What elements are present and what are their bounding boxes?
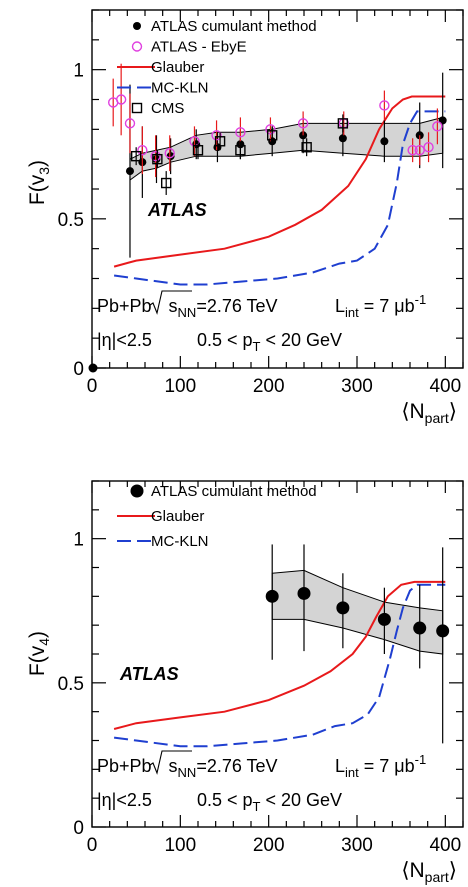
data-point-ebye xyxy=(407,145,418,156)
pt-cut-info: 0.5 < pT < 20 GeV xyxy=(197,330,342,354)
data-point-ebye xyxy=(432,121,443,132)
data-point-cms xyxy=(301,142,312,153)
experiment-label: ATLAS xyxy=(147,200,207,220)
legend-marker-filled-circle xyxy=(130,484,144,498)
legend: ATLAS cumulant method Glauber MC-KLN xyxy=(117,483,317,550)
x-tick-label: 300 xyxy=(341,376,373,397)
collision-info: Pb+Pb sNN=2.76 TeV xyxy=(97,296,278,320)
data-point-cms xyxy=(160,177,172,189)
glauber-curve xyxy=(113,580,446,730)
legend: ATLAS cumulant method ATLAS - EbyE Glauber… xyxy=(117,18,317,117)
legend-label: Glauber xyxy=(151,508,204,525)
data-point xyxy=(125,167,134,176)
data-point-ebye xyxy=(137,145,148,156)
data-point xyxy=(413,621,427,635)
y-axis-title: F(v4) xyxy=(26,631,52,676)
data-point-cms xyxy=(235,145,246,156)
data-point-ebye xyxy=(124,118,136,129)
x-tick-label: 400 xyxy=(429,835,461,856)
x-tick-label: 0 xyxy=(87,835,98,856)
x-axis-title: ⟨Npart⟩ xyxy=(401,400,457,426)
data-point-cms xyxy=(267,130,278,141)
legend-marker-open-circle xyxy=(131,41,143,52)
data-point xyxy=(436,624,450,638)
sqrt-sign xyxy=(149,290,192,315)
sqrt-sign xyxy=(149,750,192,775)
mc-kln-curve xyxy=(113,583,446,748)
x-axis-title: ⟨Npart⟩ xyxy=(401,859,457,885)
legend-marker-open-square xyxy=(131,102,143,114)
chart-panel-1: 0 100 200 300 400 0 0.5 1 ⟨Npart⟩ F(v3) ATLAS cumu… xyxy=(26,9,464,426)
chart-panel-2: 0 100 200 300 400 0 0.5 1 ⟨Npart⟩ F(v4) ATLAS cumu… xyxy=(26,480,464,885)
data-point-cms xyxy=(152,153,163,165)
data-point xyxy=(336,601,350,615)
legend-label: Glauber xyxy=(151,59,204,76)
data-point-ebye xyxy=(211,130,222,141)
systematic-band xyxy=(129,116,444,181)
y-tick-label: 0 xyxy=(73,818,84,839)
y-tick-label: 1 xyxy=(73,61,84,82)
luminosity-info: Lint = 7 μb-1 xyxy=(335,752,426,780)
y-tick-label: 0.5 xyxy=(58,210,84,231)
data-point xyxy=(338,134,347,143)
x-tick-label: 200 xyxy=(253,835,285,856)
legend-label: MC-KLN xyxy=(151,533,209,550)
legend-label: ATLAS cumulant method xyxy=(151,483,317,500)
data-point-cms xyxy=(192,145,204,156)
data-point xyxy=(380,137,389,146)
data-point-ebye xyxy=(150,150,161,162)
data-point-ebye xyxy=(235,127,246,138)
glauber-curve xyxy=(113,95,446,268)
legend-marker-filled-circle xyxy=(133,22,141,30)
data-point-cms xyxy=(130,150,142,162)
collision-info: Pb+Pb sNN=2.76 TeV xyxy=(97,756,278,780)
mc-kln-curve xyxy=(113,110,446,286)
data-point-ebye xyxy=(265,124,276,135)
data-point-ebye xyxy=(414,145,425,156)
eta-cut-info: |η|<2.5 xyxy=(97,330,152,350)
systematic-band xyxy=(271,569,444,655)
eta-cut-info: |η|<2.5 xyxy=(97,790,152,810)
data-point-cms xyxy=(214,136,226,147)
y-tick-label: 0 xyxy=(73,359,84,380)
y-tick-label: 0.5 xyxy=(58,674,84,695)
luminosity-info: Lint = 7 μb-1 xyxy=(335,292,426,320)
data-point-ebye xyxy=(115,94,127,105)
legend-label: ATLAS - EbyE xyxy=(151,39,247,56)
x-tick-label: 0 xyxy=(87,376,98,397)
x-tick-label: 100 xyxy=(164,376,196,397)
data-point xyxy=(377,612,391,626)
legend-label: ATLAS cumulant method xyxy=(151,18,317,35)
x-tick-label: 100 xyxy=(164,835,196,856)
data-point-cms xyxy=(337,118,349,129)
pt-cut-info: 0.5 < pT < 20 GeV xyxy=(197,790,342,814)
plot-area xyxy=(92,63,447,368)
data-point-origin xyxy=(88,363,98,373)
x-tick-label: 400 xyxy=(429,376,461,397)
data-point xyxy=(265,589,279,603)
data-point-ebye xyxy=(164,147,175,159)
y-tick-label: 1 xyxy=(73,530,84,551)
experiment-label: ATLAS xyxy=(119,664,179,684)
plot-area xyxy=(113,544,450,748)
data-point xyxy=(297,586,311,600)
data-point-ebye xyxy=(379,100,390,111)
data-point-ebye xyxy=(423,142,434,153)
y-axis-title: F(v3) xyxy=(26,160,52,205)
x-tick-label: 200 xyxy=(253,376,285,397)
legend-label: CMS xyxy=(151,100,184,117)
x-tick-label: 300 xyxy=(341,835,373,856)
data-point-ebye xyxy=(297,118,309,129)
legend-label: MC-KLN xyxy=(151,80,209,97)
